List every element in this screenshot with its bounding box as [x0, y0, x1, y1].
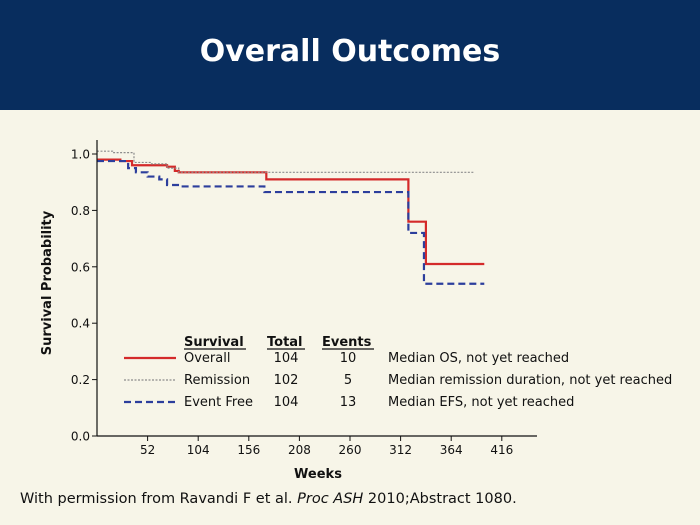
citation-rest: 2010;Abstract 1080.: [363, 491, 517, 507]
legend-series-name: Remission: [184, 373, 250, 388]
x-tick-label: 364: [440, 443, 463, 457]
citation-text: With permission from Ravandi F et al.: [20, 491, 298, 507]
y-axis-label: Survival Probability: [40, 210, 55, 355]
legend-series-name: Overall: [184, 351, 230, 366]
x-tick-label: 208: [288, 443, 311, 457]
axes: [96, 140, 537, 437]
y-tick-label: 0.0: [71, 430, 90, 444]
legend-events: 5: [344, 373, 352, 388]
legend-table: Survival Total Events Overall 104 10 Median OS…: [124, 335, 672, 410]
ticks: 0.0 0.2 0.4 0.6 0.8 1.0 52 104 156 208 260 312 364 41…: [71, 148, 513, 458]
y-tick-label: 0.8: [71, 204, 90, 218]
x-tick-label: 156: [237, 443, 260, 457]
y-tick-label: 0.4: [71, 317, 90, 331]
legend-header: Total: [267, 335, 303, 350]
legend-events: 13: [340, 395, 357, 410]
citation-journal: Proc ASH: [297, 491, 364, 507]
y-tick-label: 0.2: [71, 373, 90, 387]
series-line-overall: [97, 158, 485, 266]
x-tick-label: 52: [140, 443, 155, 457]
x-tick-label: 312: [389, 443, 412, 457]
x-tick-label: 416: [490, 443, 513, 457]
plot-lines: [97, 150, 485, 285]
legend-total: 102: [274, 373, 299, 388]
legend-total: 104: [274, 351, 299, 366]
legend-note: Median OS, not yet reached: [388, 351, 569, 366]
x-tick-label: 104: [187, 443, 210, 457]
y-tick-label: 0.6: [71, 260, 90, 274]
x-axis-label: Weeks: [294, 467, 342, 482]
x-tick-label: 260: [339, 443, 362, 457]
legend-note: Median EFS, not yet reached: [388, 395, 574, 410]
legend-note: Median remission duration, not yet reach…: [388, 373, 672, 388]
y-tick-label: 1.0: [71, 148, 90, 162]
legend-header: Events: [322, 335, 372, 350]
header-banner: [0, 0, 700, 110]
page-title: Overall Outcomes: [199, 34, 501, 69]
survival-chart: 0.0 0.2 0.4 0.6 0.8 1.0 52 104 156 208 260 312 364 41…: [40, 140, 672, 482]
series-line-event-free: [97, 159, 485, 285]
citation: With permission from Ravandi F et al. Pr…: [20, 491, 517, 507]
legend-events: 10: [340, 351, 357, 366]
legend-header: Survival: [184, 335, 244, 350]
series-line-remission: [97, 150, 475, 173]
legend-total: 104: [274, 395, 299, 410]
legend-series-name: Event Free: [184, 395, 253, 410]
